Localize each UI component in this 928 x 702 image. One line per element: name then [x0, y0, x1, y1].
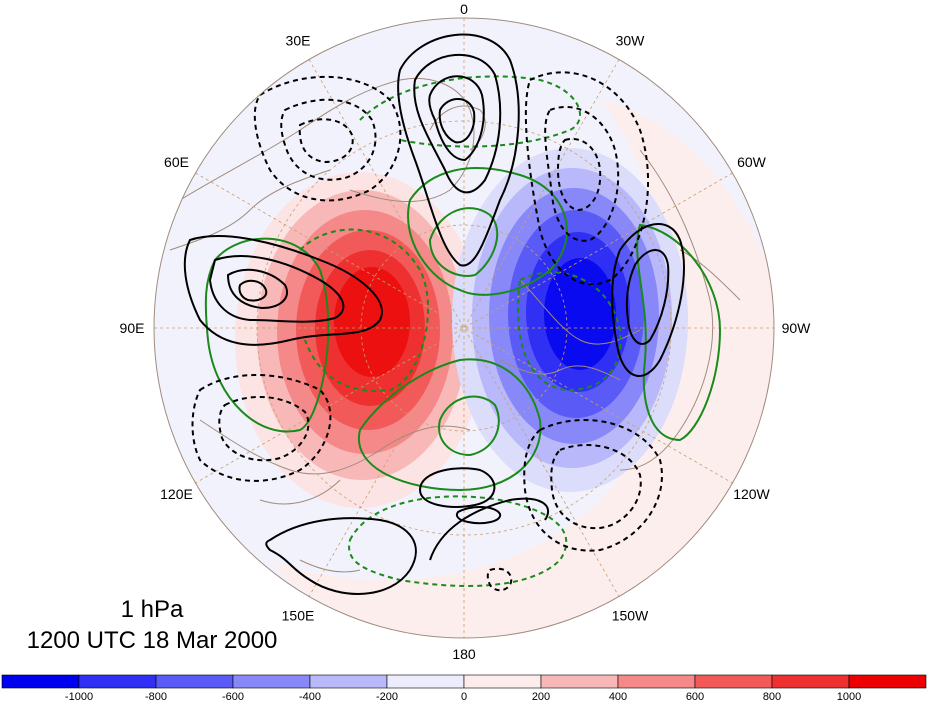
colorbar: -1000 -800 -600 -400 -200 0 200 400 600 800 1000 [1, 674, 927, 702]
colorbar-tick-label: 1000 [837, 691, 861, 702]
longitude-label: 120E [160, 486, 193, 502]
colorbar-swatch [771, 674, 850, 689]
colorbar-tick-label: -200 [376, 691, 398, 702]
colorbar-tick-label: 800 [763, 691, 781, 702]
colorbar-swatch [463, 674, 542, 689]
longitude-labels: 0 30W 60W 90W 120W 150W 180 150E 120E 90E 60E 30E [120, 1, 812, 662]
longitude-label: 30E [286, 33, 311, 49]
colorbar-tick-label: 400 [609, 691, 627, 702]
colorbar-tick-label: -400 [299, 691, 321, 702]
longitude-label: 30W [616, 33, 646, 49]
colorbar-tick-label: -800 [145, 691, 167, 702]
longitude-label: 90W [782, 320, 812, 336]
colorbar-swatch [848, 674, 927, 689]
colorbar-tick-label: 0 [461, 691, 467, 702]
longitude-label: 60E [164, 154, 189, 170]
valid-time-label: 1200 UTC 18 Mar 2000 [27, 627, 278, 654]
colorbar-swatch [309, 674, 388, 689]
colorbar-swatch [155, 674, 234, 689]
longitude-label: 150W [612, 608, 649, 624]
colorbar-swatch [232, 674, 311, 689]
map-boundary [153, 17, 775, 639]
shaded-field [154, 18, 774, 638]
colorbar-swatch [694, 674, 773, 689]
black-contours [183, 33, 685, 595]
negative-anomaly [452, 148, 688, 492]
green-contours [204, 75, 722, 587]
colorbar-swatch [78, 674, 157, 689]
colorbar-tick-label: -600 [222, 691, 244, 702]
longitude-label: 0 [460, 1, 468, 17]
positive-anomaly [235, 172, 485, 508]
pressure-level-label: 1 hPa [121, 596, 184, 623]
longitude-label: 180 [452, 646, 476, 662]
longitude-label: 60W [737, 154, 767, 170]
colorbar-swatch [386, 674, 465, 689]
colorbar-tick-label: 600 [686, 691, 704, 702]
longitude-label: 120W [733, 486, 770, 502]
longitude-label: 90E [120, 320, 145, 336]
longitude-label: 150E [282, 608, 315, 624]
colorbar-tick-label: -1000 [65, 691, 93, 702]
colorbar-swatch [617, 674, 696, 689]
colorbar-swatch [1, 674, 80, 689]
colorbar-tick-label: 200 [532, 691, 550, 702]
colorbar-swatch [540, 674, 619, 689]
